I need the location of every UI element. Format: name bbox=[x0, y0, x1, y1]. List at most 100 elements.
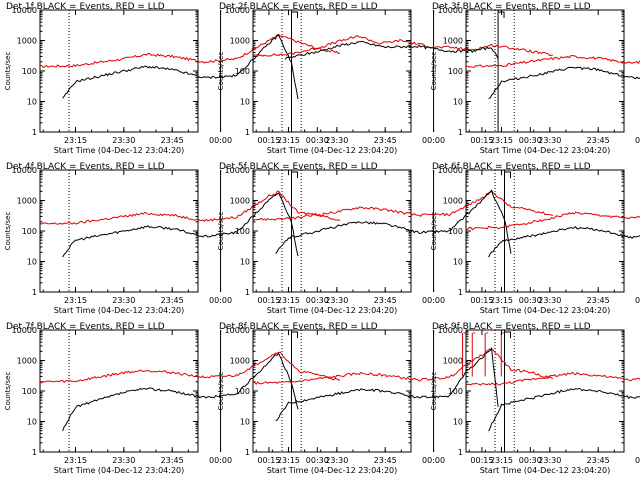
y-tick-label: 10 bbox=[453, 98, 463, 107]
y-axis-label: Counts/sec bbox=[217, 212, 225, 251]
y-tick-label: 1000 bbox=[443, 197, 463, 206]
y-axis-label: Counts/sec bbox=[217, 372, 225, 411]
panel-title: Det 2f BLACK = Events, RED = LLD bbox=[219, 2, 378, 12]
y-axis-label: Counts/sec bbox=[217, 52, 225, 91]
x-tick-label: 23:15 bbox=[277, 136, 300, 145]
y-tick-label: 100 bbox=[22, 227, 37, 236]
y-tick-label: 100 bbox=[448, 387, 463, 396]
events-series-black bbox=[62, 352, 299, 431]
y-tick-label: 10 bbox=[27, 418, 37, 427]
y-tick-label: 10000 bbox=[225, 166, 250, 175]
x-tick-label: 00:30 bbox=[306, 136, 329, 145]
x-tick-label: 00:15 bbox=[470, 136, 493, 145]
x-axis-label: Start Time (04-Dec-12 23:04:20) bbox=[480, 306, 611, 315]
chart-panel-8: Det 8f BLACK = Events, RED = LLD11010010… bbox=[217, 322, 554, 475]
y-tick-label: 10 bbox=[27, 98, 37, 107]
x-axis-label: Start Time (04-Dec-12 23:04:20) bbox=[267, 306, 398, 315]
chart-panel-7: Det 7f BLACK = Events, RED = LLD11010010… bbox=[4, 322, 341, 475]
y-tick-label: 10 bbox=[240, 258, 250, 267]
panel-title: Det 9f BLACK = Events, RED = LLD bbox=[432, 322, 591, 332]
top-step-mark bbox=[498, 11, 505, 18]
lld-series-red bbox=[465, 54, 640, 69]
x-tick-label: 00:00 bbox=[422, 456, 445, 465]
y-tick-label: 10000 bbox=[225, 6, 250, 15]
events-series-black bbox=[488, 225, 640, 258]
x-tick-label: 23:45 bbox=[587, 456, 610, 465]
x-axis-label: Start Time (04-Dec-12 23:04:20) bbox=[480, 146, 611, 155]
y-tick-label: 1000 bbox=[17, 197, 37, 206]
y-tick-label: 1 bbox=[245, 128, 250, 137]
y-tick-label: 1 bbox=[458, 288, 463, 297]
panel-title: Det 1f BLACK = Events, RED = LLD bbox=[6, 2, 165, 12]
x-tick-label: 23:30 bbox=[112, 136, 135, 145]
y-tick-label: 10000 bbox=[12, 6, 37, 15]
x-axis-label: Start Time (04-Dec-12 23:04:20) bbox=[267, 466, 398, 475]
chart-panel-3: Det 3f BLACK = Events, RED = LLD 1 10 100 10… bbox=[430, 2, 640, 155]
y-tick-label: 10000 bbox=[438, 326, 463, 335]
x-tick-label: 00:30 bbox=[306, 296, 329, 305]
x-tick-label: 23:15 bbox=[277, 296, 300, 305]
x-axis-label: Start Time (04-Dec-12 23:04:20) bbox=[480, 466, 611, 475]
x-tick-label: 23:15 bbox=[64, 296, 87, 305]
plot-frame bbox=[252, 169, 412, 293]
y-tick-label: 100 bbox=[235, 387, 250, 396]
x-axis-label: Start Time (04-Dec-12 23:04:20) bbox=[54, 146, 185, 155]
top-step-mark bbox=[291, 11, 299, 18]
y-tick-label: 1 bbox=[245, 448, 250, 457]
y-tick-label: 10000 bbox=[225, 326, 250, 335]
y-tick-label: 10 bbox=[27, 258, 37, 267]
x-tick-label: 00:00 bbox=[422, 136, 445, 145]
x-axis-label: Start Time (04-Dec-12 23:04:20) bbox=[267, 146, 398, 155]
y-tick-label: 100 bbox=[22, 67, 37, 76]
y-tick-label: 1 bbox=[32, 128, 37, 137]
events-series-black bbox=[62, 192, 299, 258]
panel-title: Det 4f BLACK = Events, RED = LLD bbox=[6, 162, 165, 172]
events-series-black bbox=[284, 40, 499, 60]
top-step-mark bbox=[291, 331, 299, 338]
y-tick-label: 10000 bbox=[12, 166, 37, 175]
x-tick-label: 23:45 bbox=[374, 456, 397, 465]
plot-frame bbox=[252, 9, 412, 133]
y-tick-label: 1000 bbox=[230, 197, 250, 206]
chart-panel-2: Det 2f BLACK = Events, RED = LLD 1 10 100 10… bbox=[217, 2, 553, 155]
plot-frame bbox=[39, 9, 199, 133]
y-tick-label: 1000 bbox=[443, 357, 463, 366]
x-tick-label: 00:30 bbox=[519, 456, 542, 465]
x-tick-label: 23:15 bbox=[64, 456, 87, 465]
events-series-black bbox=[62, 34, 299, 100]
x-tick-label: 00:15 bbox=[470, 296, 493, 305]
x-tick-label: 23:30 bbox=[325, 136, 348, 145]
top-step-mark bbox=[504, 331, 512, 338]
x-tick-label: 00:00 bbox=[209, 296, 232, 305]
y-tick-label: 1 bbox=[32, 288, 37, 297]
y-tick-label: 1000 bbox=[443, 37, 463, 46]
events-series-black bbox=[488, 66, 640, 100]
y-tick-label: 100 bbox=[235, 67, 250, 76]
x-tick-label: 23:45 bbox=[374, 136, 397, 145]
plot-frame bbox=[39, 169, 199, 293]
chart-panel-6: Det 6f BLACK = Events, RED = LLD 1 10 100 10… bbox=[430, 162, 640, 315]
lld-series-red bbox=[252, 189, 554, 222]
x-axis-label: Start Time (04-Dec-12 23:04:20) bbox=[54, 466, 185, 475]
x-tick-label: 00:15 bbox=[257, 136, 280, 145]
lld-series-red bbox=[39, 190, 341, 225]
x-tick-label: 23:15 bbox=[490, 136, 513, 145]
y-tick-label: 1 bbox=[245, 288, 250, 297]
x-tick-label: 00:00 bbox=[635, 136, 640, 145]
x-tick-label: 23:15 bbox=[490, 296, 513, 305]
lld-series-red bbox=[39, 351, 341, 384]
y-tick-label: 1 bbox=[32, 448, 37, 457]
y-axis-label: Counts/sec bbox=[4, 212, 12, 251]
y-tick-label: 10 bbox=[240, 418, 250, 427]
y-tick-label: 100 bbox=[448, 227, 463, 236]
lld-series-red bbox=[252, 35, 553, 57]
x-tick-label: 23:45 bbox=[161, 456, 184, 465]
chart-panel-5: Det 5f BLACK = Events, RED = LLD11010010… bbox=[217, 162, 554, 315]
x-tick-label: 23:30 bbox=[112, 456, 135, 465]
chart-panel-9: Det 9f BLACK = Events, RED = LLD 1 10 100 10… bbox=[430, 322, 640, 475]
x-tick-label: 00:30 bbox=[519, 136, 542, 145]
lld-series-red bbox=[252, 348, 554, 385]
chart-panel-4: Det 4f BLACK = Events, RED = LLD11010010… bbox=[4, 162, 341, 315]
top-step-mark bbox=[291, 171, 299, 178]
